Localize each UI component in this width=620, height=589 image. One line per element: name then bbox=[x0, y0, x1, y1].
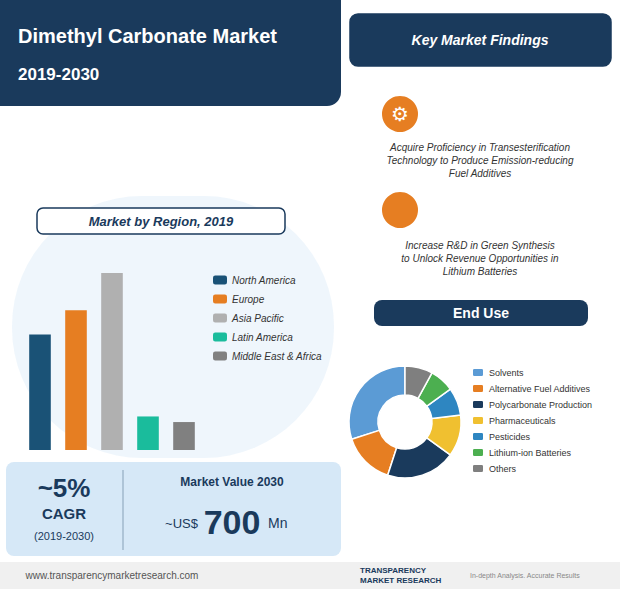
svg-text:Pesticides: Pesticides bbox=[489, 432, 531, 442]
svg-text:Market Value 2030: Market Value 2030 bbox=[180, 475, 284, 489]
svg-text:End Use: End Use bbox=[453, 305, 509, 321]
svg-text:700: 700 bbox=[204, 503, 261, 541]
svg-text:Others: Others bbox=[489, 464, 517, 474]
svg-text:2019-2030: 2019-2030 bbox=[18, 65, 99, 84]
svg-text:Mn: Mn bbox=[268, 515, 287, 531]
svg-text:Technology to Produce Emission: Technology to Produce Emission-reducing bbox=[387, 155, 574, 166]
svg-text:MARKET RESEARCH: MARKET RESEARCH bbox=[360, 576, 442, 585]
svg-text:Increase R&D in Green Synthesi: Increase R&D in Green Synthesis bbox=[405, 240, 555, 251]
svg-text:(2019-2030): (2019-2030) bbox=[34, 530, 94, 542]
svg-text:Lithium Batteries: Lithium Batteries bbox=[443, 266, 517, 277]
svg-text:~5%: ~5% bbox=[38, 473, 91, 503]
svg-text:to Unlock Revenue Opportunitie: to Unlock Revenue Opportunities in bbox=[401, 253, 559, 264]
svg-text:CAGR: CAGR bbox=[42, 505, 86, 522]
svg-text:Solvents: Solvents bbox=[489, 368, 524, 378]
svg-text:Pharmaceuticals: Pharmaceuticals bbox=[489, 416, 556, 426]
svg-text:~US$: ~US$ bbox=[165, 516, 199, 531]
svg-text:TRANSPARENCY: TRANSPARENCY bbox=[360, 566, 427, 575]
svg-text:Market by Region, 2019: Market by Region, 2019 bbox=[89, 214, 234, 229]
svg-text:Polycarbonate Production: Polycarbonate Production bbox=[489, 400, 592, 410]
svg-text:Acquire Proficiency in Transes: Acquire Proficiency in Transesterificati… bbox=[389, 142, 570, 153]
svg-text:⚙: ⚙ bbox=[391, 103, 409, 125]
svg-text:Alternative Fuel Additives: Alternative Fuel Additives bbox=[489, 384, 591, 394]
svg-text:Lithium-ion Batteries: Lithium-ion Batteries bbox=[489, 448, 572, 458]
svg-text:Fuel Additives: Fuel Additives bbox=[449, 168, 511, 179]
svg-text:Key Market Findings: Key Market Findings bbox=[412, 32, 549, 48]
svg-text:Middle East & Africa: Middle East & Africa bbox=[232, 351, 322, 362]
svg-text:North America: North America bbox=[232, 275, 296, 286]
svg-text:Latin America: Latin America bbox=[232, 332, 293, 343]
svg-text:In-depth Analysis. Accurate Re: In-depth Analysis. Accurate Results bbox=[470, 572, 580, 580]
svg-text:Dimethyl Carbonate Market: Dimethyl Carbonate Market bbox=[18, 25, 277, 47]
svg-text:Europe: Europe bbox=[232, 294, 265, 305]
svg-text:www.transparencymarketresearch: www.transparencymarketresearch.com bbox=[25, 570, 199, 581]
svg-text:Asia Pacific: Asia Pacific bbox=[231, 313, 284, 324]
